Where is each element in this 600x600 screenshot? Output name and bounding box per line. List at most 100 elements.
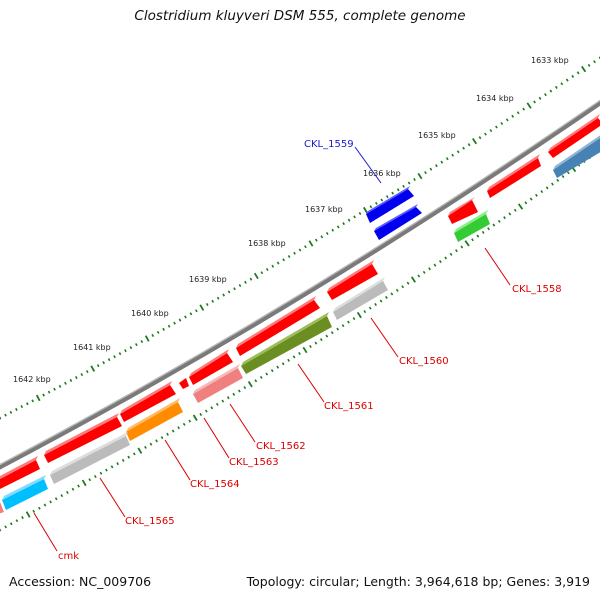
scale-minor-tick — [60, 494, 64, 498]
scale-minor-tick — [495, 125, 498, 129]
gene-arrow[interactable] — [179, 378, 189, 389]
scale-minor-tick — [4, 413, 7, 417]
scale-minor-tick — [368, 306, 372, 310]
gene-arrow[interactable] — [236, 300, 320, 356]
scale-minor-tick — [276, 261, 280, 265]
scale-minor-tick — [188, 419, 192, 423]
inner-scale-track — [0, 148, 600, 532]
scale-minor-tick — [406, 281, 410, 285]
scale-minor-tick — [478, 136, 482, 140]
scale-minor-tick — [32, 509, 36, 513]
gene-arrow[interactable] — [366, 189, 414, 223]
scale-minor-tick — [210, 406, 214, 410]
gene-arrow[interactable] — [50, 436, 130, 484]
scale-minor-tick — [260, 271, 264, 275]
gene-arrow[interactable] — [193, 368, 243, 403]
kbp-label-1635: 1635 kbp — [418, 131, 456, 140]
scale-minor-tick — [481, 230, 485, 234]
scale-minor-tick — [287, 254, 291, 259]
scale-major-tick — [81, 479, 87, 487]
gene-arrow[interactable] — [126, 402, 183, 441]
gene-arrow[interactable] — [553, 138, 600, 178]
scale-minor-tick — [347, 218, 351, 222]
scale-major-tick — [25, 511, 31, 518]
scale-minor-tick — [456, 150, 460, 154]
scale-minor-tick — [94, 474, 97, 479]
gene-arrow[interactable] — [241, 316, 332, 374]
scale-minor-tick — [20, 405, 24, 409]
scale-minor-tick — [435, 164, 438, 168]
scale-minor-tick — [551, 182, 554, 186]
gene-arrow[interactable] — [189, 353, 233, 385]
gene-arrow[interactable] — [327, 264, 378, 300]
scale-minor-tick — [380, 198, 384, 202]
scale-minor-tick — [497, 219, 501, 223]
scale-minor-tick — [336, 225, 340, 229]
scale-major-tick — [253, 272, 259, 280]
gene-label-ckl-1559[interactable]: CKL_1559 — [304, 139, 354, 150]
scale-minor-tick — [222, 293, 225, 297]
kbp-label-1642: 1642 kbp — [13, 375, 51, 384]
gene-label-ckl-1564[interactable]: CKL_1564 — [190, 479, 240, 490]
scale-minor-tick — [15, 407, 18, 411]
scale-minor-tick — [444, 256, 448, 260]
gene-label-cmk[interactable]: cmk — [58, 551, 79, 562]
kbp-label-1633: 1633 kbp — [531, 56, 569, 65]
outer-scale-track — [0, 56, 600, 420]
kbp-label-1638: 1638 kbp — [248, 239, 286, 248]
scale-minor-tick — [445, 157, 449, 161]
scale-minor-tick — [281, 362, 285, 366]
gene-label-ckl-1560[interactable]: CKL_1560 — [399, 356, 449, 367]
gene-arrow[interactable] — [487, 158, 541, 198]
scale-minor-tick — [402, 184, 405, 188]
scale-minor-tick — [540, 190, 544, 194]
gene-label-ckl-1565[interactable]: CKL_1565 — [125, 516, 175, 527]
gene-arrow[interactable] — [0, 460, 40, 489]
gene-arrow[interactable] — [2, 479, 48, 510]
scale-minor-tick — [182, 422, 186, 426]
scale-minor-tick — [529, 197, 533, 201]
scale-minor-tick — [127, 455, 131, 459]
scale-minor-tick — [429, 167, 433, 171]
gene-arrow[interactable] — [374, 207, 422, 240]
scale-minor-tick — [124, 349, 127, 353]
gene-label-ckl-1558[interactable]: CKL_1558 — [512, 284, 562, 295]
scale-minor-tick — [407, 181, 411, 185]
scale-minor-tick — [167, 324, 171, 328]
scale-minor-tick — [216, 296, 220, 300]
scale-minor-tick — [347, 320, 350, 324]
scale-minor-tick — [135, 343, 138, 347]
gene-label-ckl-1561[interactable]: CKL_1561 — [324, 401, 374, 412]
scale-minor-tick — [396, 188, 400, 192]
scale-minor-tick — [449, 252, 453, 256]
gene-label-ckl-1562[interactable]: CKL_1562 — [256, 441, 306, 452]
scale-minor-tick — [64, 381, 67, 385]
gene-arrow[interactable] — [0, 502, 4, 514]
scale-minor-tick — [331, 228, 335, 232]
scale-minor-tick — [21, 516, 24, 520]
scale-minor-tick — [237, 389, 241, 393]
gene-arrow[interactable] — [448, 200, 478, 224]
gene-arrow[interactable] — [333, 281, 388, 320]
scale-minor-tick — [80, 373, 84, 377]
gene-arrow[interactable] — [454, 214, 490, 242]
gene-arrow[interactable] — [120, 385, 176, 422]
gene-label-ckl-1563[interactable]: CKL_1563 — [229, 457, 279, 468]
gene-arrow[interactable] — [44, 417, 122, 463]
scale-minor-tick — [177, 426, 180, 430]
scale-minor-tick — [49, 500, 52, 504]
topology-summary: Topology: circular; Length: 3,964,618 bp… — [246, 574, 590, 589]
gene-arrow[interactable] — [548, 118, 600, 158]
scale-minor-tick — [484, 132, 487, 136]
scale-minor-tick — [54, 497, 58, 501]
scale-minor-tick — [43, 503, 47, 507]
scale-minor-tick — [330, 331, 334, 335]
scale-minor-tick — [243, 386, 247, 390]
kbp-label-1641: 1641 kbp — [73, 343, 111, 352]
scale-minor-tick — [533, 100, 536, 104]
scale-minor-tick — [75, 376, 78, 380]
scale-minor-tick — [549, 89, 553, 93]
scale-minor-tick — [25, 402, 29, 406]
scale-minor-tick — [232, 392, 236, 396]
